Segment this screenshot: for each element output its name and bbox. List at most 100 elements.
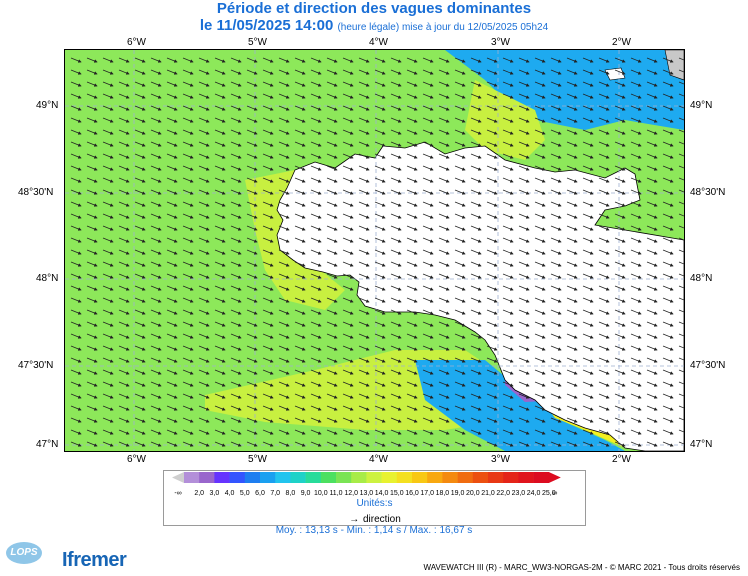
direction-arrow <box>406 69 418 75</box>
direction-arrow <box>310 189 322 195</box>
direction-arrow <box>358 81 370 87</box>
direction-arrow <box>70 213 82 219</box>
direction-arrow <box>630 69 642 75</box>
direction-arrow <box>150 321 162 327</box>
direction-arrow <box>566 165 578 171</box>
direction-arrow <box>678 345 684 351</box>
direction-arrow <box>662 57 674 63</box>
direction-arrow <box>150 141 162 147</box>
direction-arrow <box>502 213 514 219</box>
direction-arrow <box>326 117 338 123</box>
direction-arrow <box>502 345 514 351</box>
direction-arrow <box>646 249 658 255</box>
direction-arrow <box>406 165 418 171</box>
direction-arrow <box>70 93 82 99</box>
direction-arrow <box>518 213 530 219</box>
direction-arrow <box>86 237 98 243</box>
direction-arrow <box>214 237 226 243</box>
direction-arrow <box>342 369 354 375</box>
direction-arrow <box>86 345 98 351</box>
direction-arrow <box>326 177 338 183</box>
lon-tick-bottom: 3°W <box>491 454 510 465</box>
direction-arrow <box>566 369 578 375</box>
direction-arrow <box>582 321 594 327</box>
direction-arrow <box>486 225 498 231</box>
direction-arrow <box>374 213 386 219</box>
direction-arrow <box>230 213 242 219</box>
direction-arrow <box>566 105 578 111</box>
direction-arrow <box>582 141 594 147</box>
direction-arrow <box>470 321 482 327</box>
direction-arrow <box>118 357 130 363</box>
direction-arrow <box>406 345 418 351</box>
direction-arrow <box>294 333 306 339</box>
direction-arrow <box>326 309 338 315</box>
direction-arrow <box>342 141 354 147</box>
direction-arrow <box>646 177 658 183</box>
direction-arrow <box>70 309 82 315</box>
direction-arrow <box>182 129 194 135</box>
direction-arrow <box>662 201 674 207</box>
direction-arrow <box>358 321 370 327</box>
direction-arrow <box>566 285 578 291</box>
direction-arrow <box>486 321 498 327</box>
lat-tick-right: 47°N <box>690 439 713 450</box>
direction-arrow <box>310 321 322 327</box>
direction-arrow <box>166 321 178 327</box>
direction-arrow <box>598 369 610 375</box>
direction-arrow <box>454 321 466 327</box>
direction-arrow <box>358 177 370 183</box>
direction-arrow <box>598 333 610 339</box>
direction-arrow <box>582 93 594 99</box>
direction-arrow <box>246 309 258 315</box>
direction-arrow <box>214 321 226 327</box>
direction-arrow <box>214 57 226 63</box>
direction-arrow <box>566 129 578 135</box>
direction-arrow <box>230 105 242 111</box>
direction-arrow <box>662 309 674 315</box>
direction-arrow <box>150 309 162 315</box>
direction-arrow <box>166 129 178 135</box>
direction-arrow <box>294 213 306 219</box>
legend-direction: → direction <box>164 514 585 525</box>
direction-arrow <box>86 309 98 315</box>
wave-map[interactable] <box>64 49 685 452</box>
direction-arrow <box>406 309 418 315</box>
direction-arrow <box>630 57 642 63</box>
direction-arrow <box>310 117 322 123</box>
lon-tick-top: 3°W <box>491 37 510 48</box>
direction-arrow <box>582 165 594 171</box>
direction-arrow <box>598 141 610 147</box>
direction-arrow <box>390 285 402 291</box>
direction-arrow <box>534 105 546 111</box>
legend-swatch <box>488 472 504 483</box>
direction-arrow <box>598 81 610 87</box>
direction-arrow <box>198 237 210 243</box>
direction-arrow <box>390 309 402 315</box>
legend-swatch <box>214 472 230 483</box>
direction-arrow <box>454 201 466 207</box>
direction-arrow <box>390 69 402 75</box>
direction-arrow <box>550 189 562 195</box>
direction-arrow <box>454 297 466 303</box>
direction-arrow <box>166 249 178 255</box>
direction-arrow <box>454 249 466 255</box>
direction-arrow <box>358 57 370 63</box>
direction-arrow <box>390 117 402 123</box>
direction-arrow <box>118 153 130 159</box>
direction-arrow <box>278 177 290 183</box>
direction-arrow <box>630 189 642 195</box>
direction-arrow <box>390 153 402 159</box>
direction-arrow <box>502 297 514 303</box>
direction-arrow <box>582 273 594 279</box>
direction-arrow <box>486 285 498 291</box>
direction-arrow <box>326 357 338 363</box>
direction-arrow <box>70 153 82 159</box>
direction-arrow <box>470 345 482 351</box>
direction-arrow <box>118 321 130 327</box>
direction-arrow <box>294 321 306 327</box>
direction-arrow <box>390 105 402 111</box>
direction-arrow <box>454 237 466 243</box>
direction-arrow <box>486 69 498 75</box>
direction-arrow <box>118 285 130 291</box>
